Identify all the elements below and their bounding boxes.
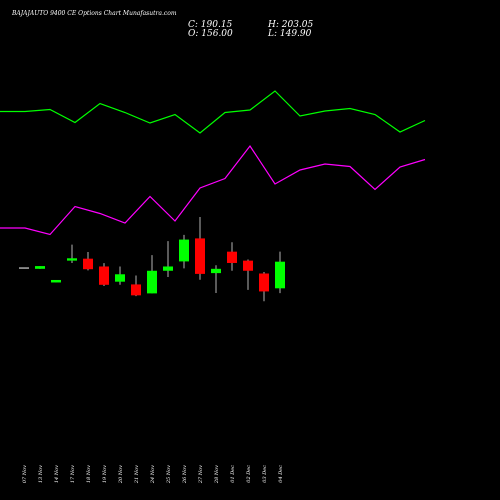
date-tick-label: 28 Nov [214, 465, 220, 484]
candle [227, 242, 237, 271]
candle-body [83, 258, 93, 270]
close-value: C: 190.15 [188, 20, 233, 30]
candle-body [195, 238, 205, 274]
candle-body [179, 239, 189, 262]
date-tick-label: 17 Nov [70, 465, 76, 483]
candle [163, 241, 173, 278]
date-tick-label: 07 Nov [22, 465, 28, 483]
candles-layer [19, 216, 285, 302]
date-tick-label: 21 Nov [134, 465, 140, 484]
date-tick-label: 24 Nov [150, 465, 156, 484]
date-tick-label: 03 Dec [262, 465, 268, 483]
candle [243, 259, 253, 290]
candle-body [51, 279, 61, 283]
candle [259, 271, 269, 302]
date-tick-label: 25 Nov [166, 465, 172, 484]
candle [51, 279, 61, 283]
candle-body [259, 273, 269, 292]
date-tick-label: 19 Nov [102, 465, 108, 483]
date-tick-label: 01 Dec [230, 465, 236, 483]
date-tick-label: 14 Nov [54, 465, 60, 483]
low-value: L: 149.90 [267, 29, 312, 39]
candle-body [211, 268, 221, 274]
candle [179, 234, 189, 269]
candle [131, 275, 141, 297]
candle-body [275, 261, 285, 289]
high-value: H: 203.05 [267, 20, 314, 30]
lower-indicator-line [0, 144, 426, 236]
date-tick-label: 13 Nov [38, 465, 44, 483]
candle-body [115, 274, 125, 282]
date-tick-label: 26 Nov [182, 465, 188, 484]
candle [35, 266, 45, 269]
date-tick-label: 18 Nov [86, 465, 92, 483]
candle [67, 244, 77, 263]
candle-body [163, 266, 173, 271]
date-tick-label: 02 Dec [246, 465, 252, 483]
candle [147, 255, 157, 294]
candle-body [227, 251, 237, 263]
date-tick-label: 27 Nov [198, 465, 204, 484]
candle-body [131, 284, 141, 296]
candle-body [147, 270, 157, 294]
date-tick-label: 20 Nov [118, 465, 124, 484]
indicator-lines [0, 90, 426, 236]
candle [99, 263, 109, 286]
upper-indicator-line [0, 90, 426, 134]
candle-body [243, 260, 253, 271]
open-value: O: 156.00 [188, 29, 233, 39]
candle [211, 265, 221, 293]
candle [115, 266, 125, 285]
candle [195, 216, 205, 280]
candle-body [99, 266, 109, 285]
date-axis: 07 Nov 13 Nov 14 Nov 17 Nov 18 Nov 19 Nov 20 N… [22, 465, 284, 484]
date-tick-label: 04 Dec [278, 465, 284, 483]
candle-body [67, 258, 77, 261]
candle [275, 251, 285, 294]
chart-title: BAJAJAUTO 9400 CE Options Chart Munafasu… [11, 10, 177, 17]
candle-body [35, 266, 45, 269]
candle [83, 252, 93, 271]
